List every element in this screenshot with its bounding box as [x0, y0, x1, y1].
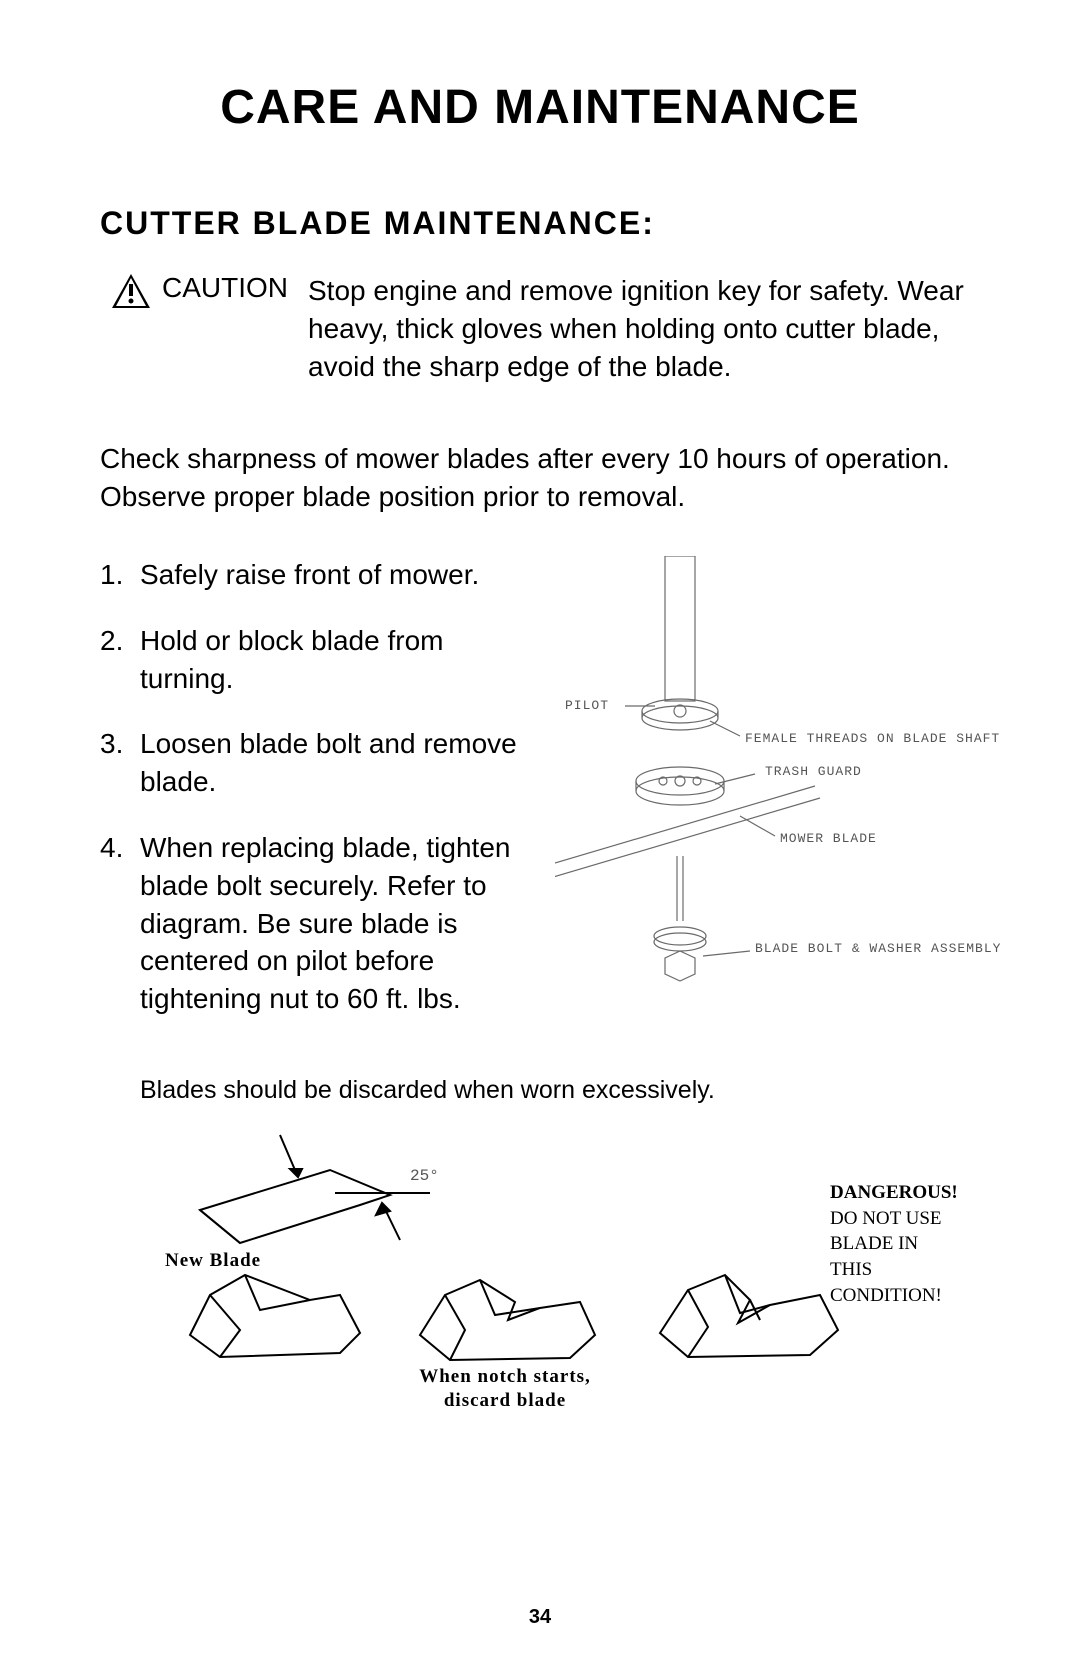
label-trash-guard: TRASH GUARD — [765, 764, 855, 779]
step-text: Hold or block blade from turning. — [140, 622, 525, 698]
section-heading: CUTTER BLADE MAINTENANCE: — [100, 205, 980, 242]
steps-list: 1. Safely raise front of mower. 2. Hold … — [100, 556, 525, 1046]
angle-text: 25° — [410, 1167, 439, 1185]
caution-label: CAUTION — [162, 272, 288, 304]
intro-paragraph: Check sharpness of mower blades after ev… — [100, 440, 980, 516]
caution-block: CAUTION Stop engine and remove ignition … — [100, 272, 980, 385]
danger-line3: CONDITION! — [830, 1285, 942, 1306]
step-number: 4. — [100, 829, 140, 1018]
step-item: 1. Safely raise front of mower. — [100, 556, 525, 594]
danger-line2: BLADE IN THIS — [830, 1233, 918, 1280]
new-blade-label: New Blade — [165, 1250, 261, 1272]
step-item: 3. Loosen blade bolt and remove blade. — [100, 725, 525, 801]
notch-label: When notch starts, discard blade — [405, 1365, 605, 1413]
notch-label-line2: discard blade — [444, 1390, 566, 1411]
label-female-threads: FEMALE THREADS ON BLADE SHAFT — [745, 731, 895, 746]
discard-note: Blades should be discarded when worn exc… — [140, 1076, 980, 1105]
page-number: 34 — [0, 1606, 1080, 1629]
caution-text: Stop engine and remove ignition key for … — [308, 272, 980, 385]
step-item: 2. Hold or block blade from turning. — [100, 622, 525, 698]
assembly-diagram: PILOT FEMALE THREADS ON BLADE SHAFT TRAS… — [555, 556, 980, 1046]
step-text: Loosen blade bolt and remove blade. — [140, 725, 525, 801]
step-number: 2. — [100, 622, 140, 698]
label-mower-blade: MOWER BLADE — [780, 831, 860, 846]
step-item: 4. When replacing blade, tighten blade b… — [100, 829, 525, 1018]
label-blade-bolt: BLADE BOLT & WASHER ASSEMBLY — [755, 941, 905, 956]
step-text: When replacing blade, tighten blade bolt… — [140, 829, 525, 1018]
label-pilot: PILOT — [565, 698, 609, 713]
warning-triangle-icon — [110, 272, 152, 310]
blade-wear-figure: 25° New Blade When notch starts, discard… — [130, 1125, 950, 1405]
danger-line1: DO NOT USE — [830, 1208, 942, 1229]
step-number: 1. — [100, 556, 140, 594]
step-number: 3. — [100, 725, 140, 801]
step-text: Safely raise front of mower. — [140, 556, 525, 594]
danger-heading: DANGEROUS! — [830, 1182, 958, 1203]
notch-label-line1: When notch starts, — [419, 1366, 591, 1387]
danger-warning: DANGEROUS! DO NOT USE BLADE IN THIS COND… — [830, 1180, 958, 1308]
page-title: CARE AND MAINTENANCE — [100, 80, 980, 135]
